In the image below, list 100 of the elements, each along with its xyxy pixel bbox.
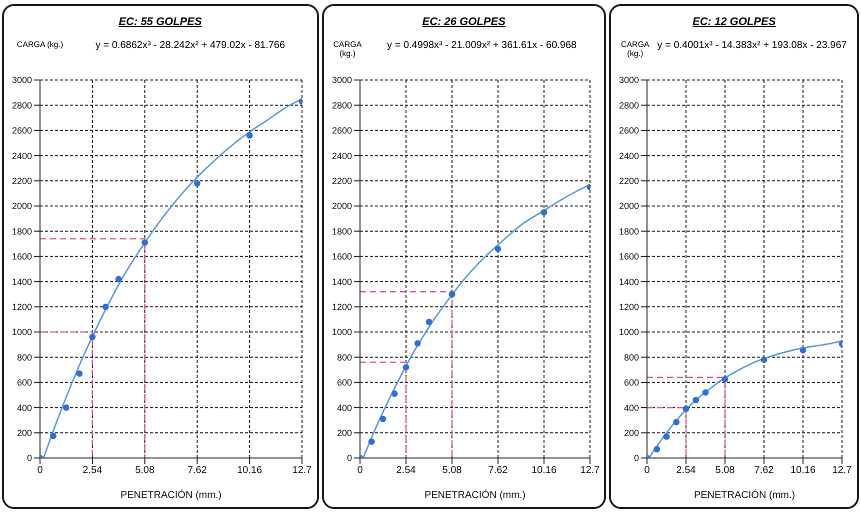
y-tick-label: 0 <box>634 453 640 464</box>
x-tick-label: 7.62 <box>187 465 208 476</box>
y-tick-label: 1200 <box>619 302 640 312</box>
chart-title: EC: 55 GOLPES <box>118 16 203 28</box>
y-tick-label: 3000 <box>619 75 640 86</box>
y-tick-label: 600 <box>16 378 32 388</box>
y-tick-label: 1400 <box>12 276 32 287</box>
y-tick-label: 2800 <box>331 100 352 110</box>
point <box>425 318 432 326</box>
point <box>402 364 409 370</box>
point <box>115 276 122 282</box>
y-tick-label: 1200 <box>331 302 352 312</box>
y-tick-label: 1000 <box>12 327 32 338</box>
y-tick-label: 2000 <box>12 201 32 212</box>
x-tick-label: 10.16 <box>237 465 263 476</box>
point <box>760 356 768 363</box>
x-axis-title: PENETRACIÓN (mm.) <box>694 489 796 501</box>
y-tick-label: 600 <box>336 378 352 388</box>
y-tick-label: 1600 <box>12 252 32 262</box>
y-tick-label: 1400 <box>331 276 352 287</box>
x-tick-label: 5.08 <box>715 465 736 476</box>
point <box>89 334 96 340</box>
y-tick-label: 1800 <box>619 226 640 236</box>
line-series <box>362 184 590 458</box>
y-tick-label: 3000 <box>331 75 352 86</box>
x-tick-label: 12.7 <box>832 465 852 476</box>
x-tick-label: 2.54 <box>676 465 696 476</box>
x-tick-label: 0 <box>37 465 44 476</box>
y-tick-label: 400 <box>16 402 32 413</box>
y-axis-title: CARGA (kg.) <box>16 40 64 49</box>
point <box>692 396 700 404</box>
y-axis-title: CARGA (kg.) <box>332 40 363 58</box>
point <box>194 180 200 187</box>
x-tick-label: 10.16 <box>531 465 556 476</box>
y-tick-label: 2000 <box>619 201 640 212</box>
x-tick-label: 12.7 <box>292 465 312 476</box>
point <box>800 347 806 354</box>
y-tick-label: 2800 <box>12 100 32 110</box>
x-tick-label: 7.62 <box>754 465 774 476</box>
y-tick-label: 2000 <box>331 201 352 212</box>
y-tick-label: 2600 <box>331 126 352 136</box>
x-tick-label: 12.7 <box>580 465 600 476</box>
point <box>673 418 680 426</box>
point <box>663 433 670 440</box>
point <box>390 390 398 397</box>
y-tick-label: 2800 <box>619 100 640 110</box>
y-tick-label: 800 <box>624 352 640 362</box>
x-tick-label: 2.54 <box>82 465 103 476</box>
point <box>246 132 253 139</box>
y-tick-label: 1600 <box>619 252 640 262</box>
y-tick-label: 1800 <box>12 226 32 236</box>
y-tick-label: 3000 <box>12 75 32 86</box>
y-axis-title: CARGA (kg.) <box>620 40 650 58</box>
point <box>50 432 56 440</box>
point <box>654 446 660 452</box>
text: y = 0.4998x³ - 21.009x² + 361.61x - 60.968 <box>386 40 578 51</box>
y-tick-label: 200 <box>16 428 32 438</box>
point <box>76 370 83 377</box>
point <box>722 376 728 382</box>
chart-title: EC: 26 GOLPES <box>421 16 506 28</box>
y-tick-label: 200 <box>624 428 640 438</box>
y-tick-label: 200 <box>336 428 352 438</box>
point <box>702 389 709 396</box>
point <box>414 340 420 347</box>
x-tick-label: 10.16 <box>790 465 816 476</box>
x-tick-label: 5.08 <box>442 465 462 476</box>
y-tick-label: 2400 <box>331 150 352 161</box>
point <box>63 404 70 411</box>
x-axis-title: PENETRACIÓN (mm.) <box>120 489 222 501</box>
text: y = 0.6862x³ - 28.242x² + 479.02x - 81.766 <box>94 40 286 51</box>
text: y = 0.4001x³ - 14.383x² + 193.08x - 23.967 <box>656 40 848 51</box>
point <box>448 291 455 298</box>
y-tick-label: 0 <box>346 453 352 464</box>
x-tick-label: 5.08 <box>135 465 155 476</box>
y-tick-label: 800 <box>336 352 352 362</box>
y-tick-label: 1600 <box>331 252 352 262</box>
point <box>102 304 109 310</box>
x-tick-label: 2.54 <box>396 465 416 476</box>
point <box>682 406 690 412</box>
y-tick-label: 2600 <box>619 126 640 136</box>
y-tick-label: 1400 <box>619 276 640 287</box>
y-tick-label: 2200 <box>331 176 352 186</box>
y-tick-label: 2200 <box>12 176 32 186</box>
point <box>142 239 148 246</box>
y-tick-label: 0 <box>26 453 32 464</box>
y-tick-label: 1000 <box>619 327 640 338</box>
chart-title: EC: 12 GOLPES <box>692 16 777 28</box>
y-tick-label: 2400 <box>619 150 640 161</box>
y-tick-label: 1200 <box>12 302 32 312</box>
point <box>494 246 501 252</box>
point <box>379 416 386 422</box>
point <box>368 438 374 445</box>
y-tick-label: 1800 <box>331 226 352 236</box>
x-tick-label: 0 <box>644 465 650 476</box>
y-tick-label: 400 <box>624 402 640 413</box>
y-tick-label: 2400 <box>12 150 32 161</box>
y-tick-label: 2600 <box>12 126 32 136</box>
x-axis-title: PENETRACIÓN (mm.) <box>424 489 526 501</box>
y-tick-label: 400 <box>336 402 352 413</box>
x-tick-label: 0 <box>356 465 363 476</box>
